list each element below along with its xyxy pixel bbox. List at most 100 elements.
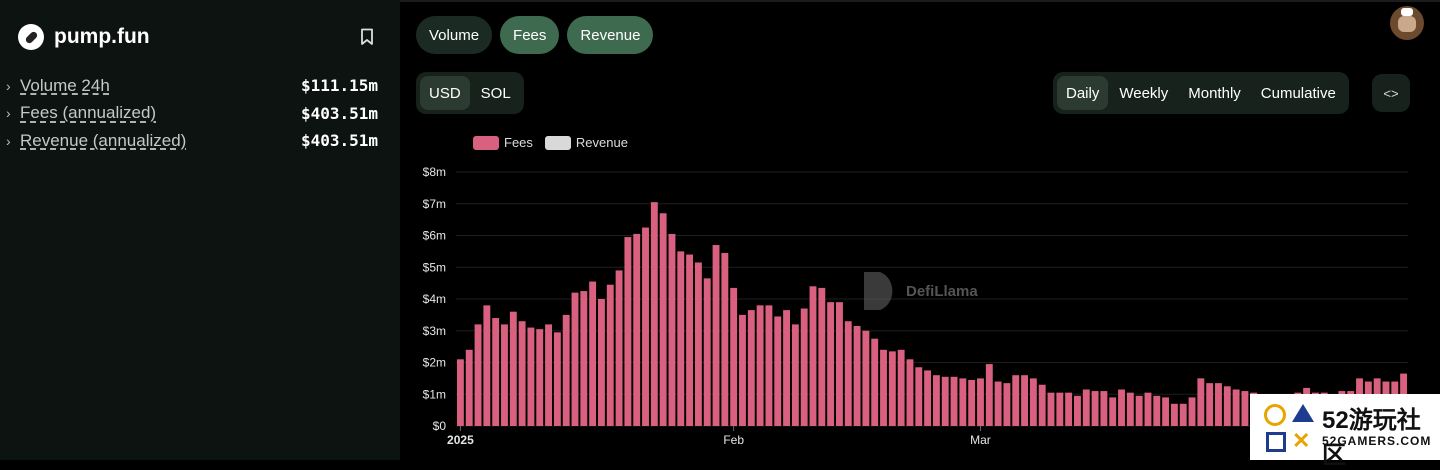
fees-bar (985, 364, 993, 426)
fees-bar (818, 287, 826, 426)
fees-bar (1100, 391, 1108, 426)
fees-bar (465, 349, 473, 426)
fees-bar (932, 375, 940, 426)
y-tick-label: $5m (423, 260, 446, 274)
user-avatar[interactable] (1390, 6, 1424, 40)
fees-bar (1153, 395, 1161, 426)
fees-bar (827, 302, 835, 426)
grid-layer (456, 171, 1408, 427)
period-option-daily[interactable]: Daily (1057, 76, 1109, 110)
metric-row-fees[interactable]: › Fees (annualized) $403.51m (6, 100, 378, 128)
fees-bar (686, 254, 694, 426)
bookmark-icon[interactable] (360, 28, 374, 46)
fees-bar (747, 310, 755, 426)
fees-bar (677, 251, 685, 427)
fees-bar (571, 292, 579, 426)
fees-bar (800, 308, 808, 426)
triangle-icon (1292, 404, 1314, 422)
fees-bar (959, 378, 967, 427)
chevron-right-icon: › (6, 132, 11, 149)
fees-bar (853, 325, 861, 426)
legend-item-fees[interactable]: Fees (473, 135, 533, 150)
fees-bar (791, 324, 799, 426)
fees-bar (783, 310, 790, 426)
tab-volume[interactable]: Volume (416, 16, 493, 54)
fees-bar (880, 349, 887, 426)
fees-bar (1188, 397, 1196, 426)
period-option-monthly[interactable]: Monthly (1188, 84, 1241, 102)
fees-bar (668, 233, 676, 426)
llama-logo-icon (864, 272, 893, 310)
y-tick-label: $3m (423, 324, 446, 338)
fees-bar (1065, 392, 1073, 426)
square-icon (1266, 432, 1286, 452)
y-tick-label: $6m (423, 229, 446, 243)
fees-bar (1135, 395, 1143, 426)
metric-row-revenue[interactable]: › Revenue (annualized) $403.51m (6, 127, 378, 155)
fees-bar (765, 305, 773, 426)
fees-bar (915, 367, 923, 426)
fees-bar (739, 314, 746, 427)
fees-bar (527, 327, 535, 426)
watermark-url: 52GAMERS.COM (1322, 434, 1432, 448)
fees-bar (1047, 392, 1055, 426)
legend-item-revenue[interactable]: Revenue (544, 135, 628, 150)
fees-bar (1197, 378, 1205, 427)
fees-bar (844, 321, 852, 426)
period-toggle: Daily Weekly Monthly Cumulative (1053, 72, 1349, 114)
fees-bar (712, 245, 720, 426)
fees-bar (633, 233, 641, 426)
legend-label: Fees (504, 135, 533, 150)
fees-bar (941, 376, 949, 426)
fees-bar (730, 287, 738, 426)
chevron-right-icon: › (6, 105, 11, 122)
metric-value: $403.51m (300, 103, 378, 123)
legend-swatch (473, 135, 499, 150)
circle-icon (1264, 404, 1286, 426)
fees-bar (888, 351, 896, 426)
tab-fees[interactable]: Fees (500, 16, 560, 54)
y-tick-label: $2m (423, 356, 446, 370)
protocol-header: pump.fun (18, 24, 150, 50)
metric-row-volume[interactable]: › Volume 24h $111.15m (6, 72, 378, 100)
fees-bar (1091, 391, 1099, 426)
defillama-watermark: DefiLlama (864, 272, 978, 310)
fees-bar (624, 237, 632, 426)
fees-bar (1144, 392, 1152, 426)
fees-bar (1038, 384, 1046, 426)
fees-bar (501, 324, 508, 426)
currency-option-usd[interactable]: USD (420, 76, 470, 110)
fees-bar (456, 359, 464, 426)
y-tick-label: $4m (423, 292, 446, 306)
fees-bar (545, 324, 552, 426)
fees-bar (553, 332, 561, 426)
y-tick-label: $7m (423, 197, 446, 211)
fees-bar (906, 359, 914, 426)
metric-value: $111.15m (300, 76, 378, 96)
fees-bar (774, 316, 782, 426)
fees-bar (642, 227, 649, 426)
fees-bar (694, 262, 702, 426)
x-tick-label: 2025 (447, 433, 474, 447)
tab-revenue[interactable]: Revenue (567, 16, 654, 54)
period-option-weekly[interactable]: Weekly (1119, 84, 1169, 102)
fees-bar (897, 349, 905, 426)
fees-bar (950, 376, 958, 426)
fees-bar (1232, 389, 1240, 426)
code-icon: <> (1383, 85, 1399, 101)
period-option-cumulative[interactable]: Cumulative (1260, 84, 1336, 102)
fees-bar (836, 302, 843, 426)
legend-swatch (544, 135, 571, 150)
fees-bar (1223, 386, 1231, 426)
metrics-list: › Volume 24h $111.15m › Fees (annualized… (6, 72, 378, 155)
fees-bar (809, 286, 817, 426)
currency-toggle: USD SOL (416, 72, 524, 114)
currency-option-sol[interactable]: SOL (480, 84, 511, 102)
embed-button[interactable]: <> (1372, 74, 1410, 112)
fees-bar (871, 338, 879, 426)
fees-bar (659, 213, 667, 426)
fees-bar (492, 318, 500, 426)
fees-bar (1074, 395, 1081, 426)
fees-bar (615, 270, 623, 426)
fees-bar (562, 314, 570, 427)
